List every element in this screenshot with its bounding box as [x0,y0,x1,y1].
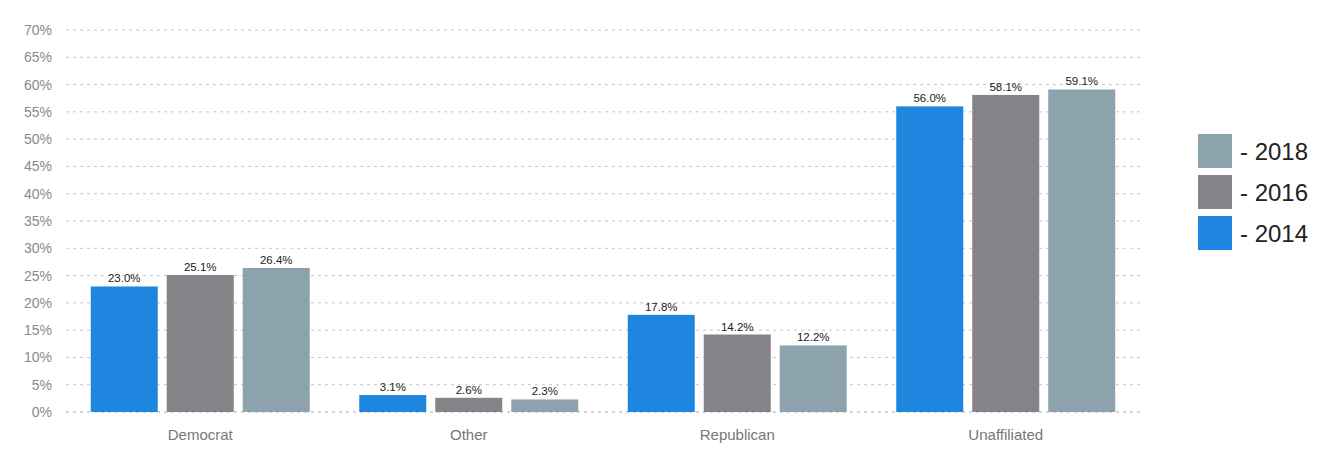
grid-line [66,30,1140,31]
x-tick-label: Unaffiliated [968,426,1043,443]
y-tick-label: 50% [24,131,52,147]
y-tick-label: 55% [24,104,52,120]
y-tick-label: 70% [24,22,52,38]
legend-swatch [1198,175,1232,209]
legend: - 2018 - 2016 - 2014 [1198,134,1308,250]
legend-label: - 2014 [1240,220,1308,247]
data-label: 12.2% [797,331,830,343]
y-tick-label: 65% [24,49,52,65]
bar [511,399,578,412]
bar [91,286,158,412]
y-tick-label: 20% [24,295,52,311]
y-tick-label: 45% [24,158,52,174]
chart: 0% 5% 10% 15% 20% 25% 30% 35% 40% 45% 50% 55% 60% 65%… [0,0,1338,476]
y-tick-label: 0% [32,404,52,420]
bar [780,345,847,412]
data-label: 17.8% [645,301,678,313]
legend-swatch [1198,216,1232,250]
data-label: 3.1% [380,381,406,393]
x-tick-label: Other [450,426,488,443]
y-tick-label: 30% [24,240,52,256]
grid-line [66,84,1140,85]
legend-label: - 2018 [1240,138,1308,165]
data-label: 2.3% [532,385,558,397]
bar [359,395,426,412]
data-label: 56.0% [913,92,946,104]
y-tick-label: 25% [24,268,52,284]
data-label: 14.2% [721,321,754,333]
legend-swatch [1198,134,1232,168]
x-tick-label: Democrat [168,426,234,443]
data-label: 25.1% [184,261,217,273]
y-tick-label: 10% [24,349,52,365]
data-label: 23.0% [108,272,141,284]
legend-label: - 2016 [1240,179,1308,206]
bar [243,268,310,412]
data-label: 59.1% [1065,75,1098,87]
grid-line [66,57,1140,58]
bars [91,89,1116,412]
bar [628,315,695,412]
y-tick-label: 60% [24,77,52,93]
data-labels: 23.0% 25.1% 26.4% 3.1% 2.6% 2.3% 17.8% 14.2% 12.… [108,75,1098,397]
y-tick-label: 35% [24,213,52,229]
bar [1048,89,1115,412]
bar [167,275,234,412]
data-label: 26.4% [260,254,293,266]
y-tick-label: 5% [32,377,52,393]
bar [972,95,1039,412]
y-tick-label: 40% [24,186,52,202]
y-tick-label: 15% [24,322,52,338]
bar [704,335,771,412]
bar [896,106,963,412]
bar [435,398,502,412]
x-tick-label: Republican [700,426,775,443]
data-label: 2.6% [456,384,482,396]
data-label: 58.1% [989,81,1022,93]
